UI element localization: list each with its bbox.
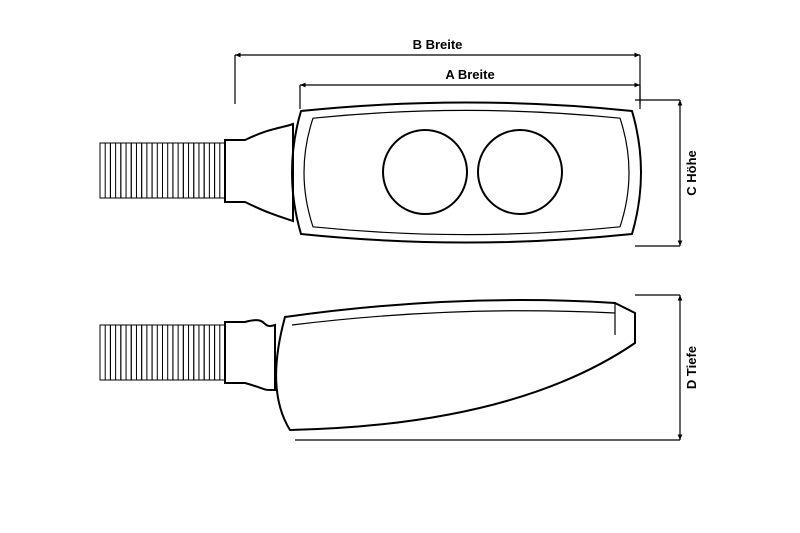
label-b-breite: B Breite xyxy=(413,37,463,52)
label-c-hoehe: C Höhe xyxy=(684,150,699,196)
technical-diagram: B Breite A Breite C Höhe D Tiefe xyxy=(0,0,800,533)
label-a-breite: A Breite xyxy=(445,67,494,82)
label-d-tiefe: D Tiefe xyxy=(684,346,699,389)
